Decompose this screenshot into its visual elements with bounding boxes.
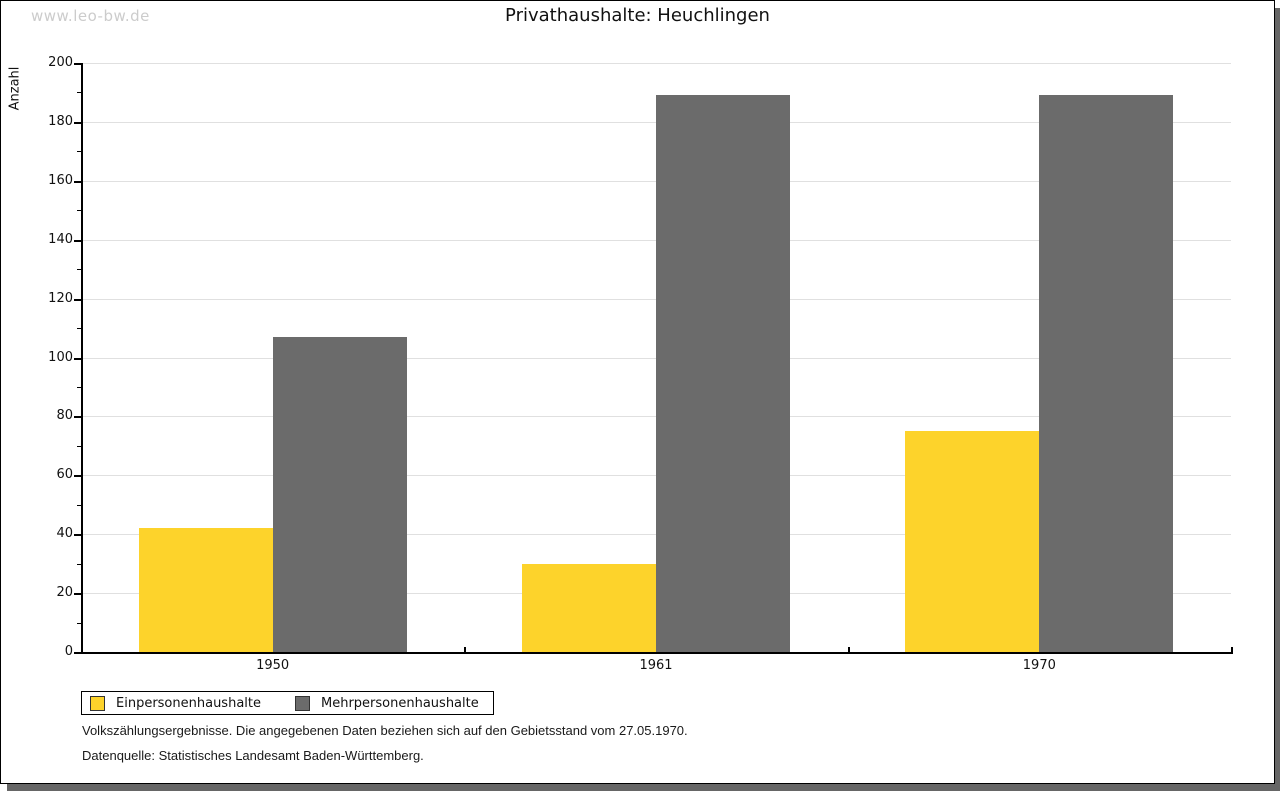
watermark-text: www.leo-bw.de: [31, 7, 150, 25]
x-category-label-1950: 1950: [256, 658, 290, 673]
bar-1950-mehrpersonenhaushalte: [272, 336, 407, 652]
legend-swatch-einpersonenhaushalte: [90, 695, 105, 711]
y-major-tick-100: [74, 357, 81, 360]
y-minor-tick-130: [77, 269, 81, 271]
bar-1950-einpersonenhaushalte: [138, 528, 273, 652]
legend-label-einpersonenhaushalte: Einpersonenhaushalte: [116, 695, 261, 711]
y-major-tick-140: [74, 239, 81, 242]
x-axis-tick-2: [847, 647, 850, 652]
y-major-tick-80: [74, 416, 81, 419]
bar-1961-mehrpersonenhaushalte: [656, 95, 790, 652]
y-major-tick-200: [74, 63, 81, 65]
y-tick-label-80: 80: [56, 408, 73, 424]
y-tick-label-140: 140: [48, 231, 73, 247]
y-tick-label-100: 100: [48, 349, 73, 365]
legend-swatch-mehrpersonenhaushalte: [295, 695, 310, 711]
y-tick-label-120: 120: [48, 290, 73, 306]
y-major-tick-0: [74, 652, 81, 654]
footnote-line-1: Volkszählungsergebnisse. Die angegebenen…: [82, 723, 688, 738]
y-axis-line: [81, 63, 83, 654]
gridline-200: [81, 63, 1231, 64]
y-tick-label-200: 200: [48, 55, 73, 70]
y-minor-tick-50: [77, 504, 81, 506]
y-major-tick-160: [74, 180, 81, 183]
y-major-tick-20: [74, 593, 81, 596]
legend-item-mehrpersonenhaushalte: Mehrpersonenhaushalte: [295, 695, 479, 711]
y-major-tick-180: [74, 121, 81, 124]
y-minor-tick-150: [77, 210, 81, 212]
y-minor-tick-70: [77, 445, 81, 447]
y-tick-label-60: 60: [56, 467, 73, 483]
y-minor-tick-10: [77, 622, 81, 624]
y-tick-label-40: 40: [56, 526, 73, 542]
y-minor-tick-170: [77, 151, 81, 153]
x-category-label-1961: 1961: [639, 658, 673, 673]
y-minor-tick-90: [77, 386, 81, 388]
legend-item-einpersonenhaushalte: Einpersonenhaushalte: [90, 695, 261, 711]
x-axis-tick-1: [464, 647, 467, 652]
y-minor-tick-110: [77, 328, 81, 330]
y-tick-label-20: 20: [56, 585, 73, 601]
footnote-line-2: Datenquelle: Statistisches Landesamt Bad…: [82, 748, 424, 763]
y-major-tick-40: [74, 534, 81, 537]
y-tick-label-160: 160: [48, 172, 73, 188]
y-major-tick-120: [74, 298, 81, 301]
y-minor-tick-30: [77, 563, 81, 565]
bar-1961-einpersonenhaushalte: [522, 563, 656, 652]
bar-1970-einpersonenhaushalte: [905, 431, 1040, 652]
x-category-label-1970: 1970: [1022, 658, 1056, 673]
y-major-tick-60: [74, 475, 81, 478]
x-axis-tick-3: [1231, 647, 1233, 652]
y-tick-label-180: 180: [48, 113, 73, 129]
chart-title: Privathaushalte: Heuchlingen: [505, 5, 770, 26]
x-axis-line: [81, 652, 1233, 654]
y-minor-tick-190: [77, 92, 81, 94]
bar-1970-mehrpersonenhaushalte: [1039, 95, 1174, 652]
legend: Einpersonenhaushalte Mehrpersonenhaushal…: [81, 691, 494, 715]
y-tick-label-0: 0: [64, 644, 73, 659]
legend-label-mehrpersonenhaushalte: Mehrpersonenhaushalte: [321, 695, 479, 711]
